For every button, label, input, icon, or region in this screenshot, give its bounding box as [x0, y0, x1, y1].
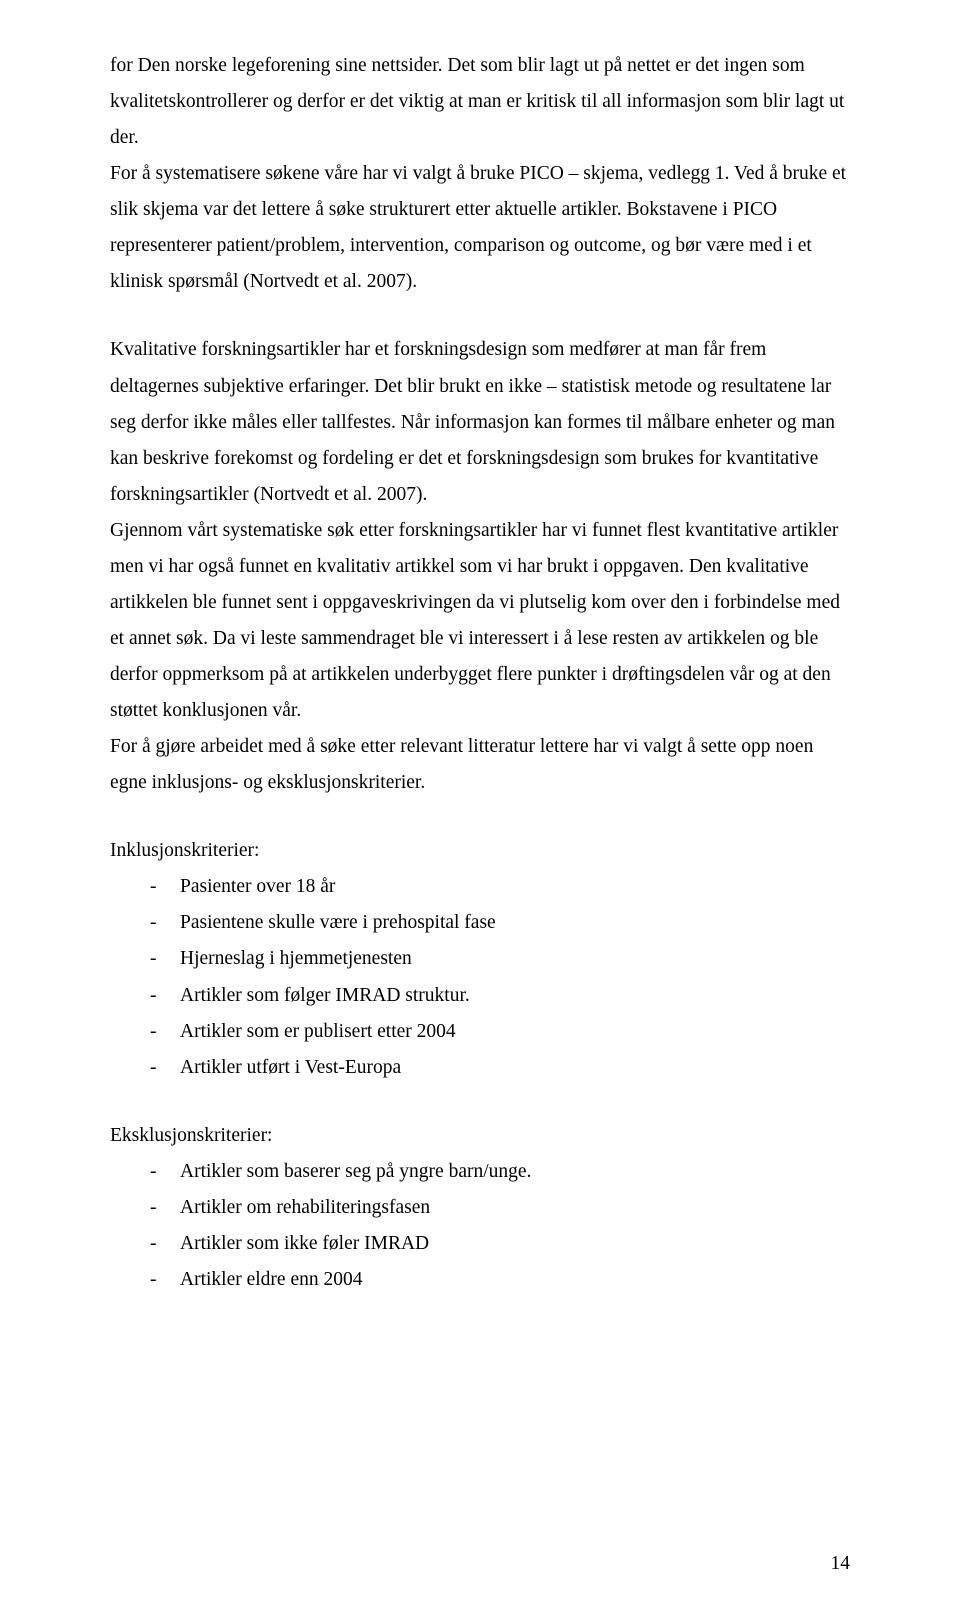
bullet-icon: - [150, 1014, 180, 1050]
inklusjon-heading: Inklusjonskriterier: [110, 833, 850, 869]
list-item-text: Hjerneslag i hjemmetjenesten [180, 941, 412, 977]
eksklusjon-heading: Eksklusjonskriterier: [110, 1118, 850, 1154]
inklusjon-list: - Pasienter over 18 år - Pasientene skul… [110, 869, 850, 1085]
list-item: - Artikler eldre enn 2004 [110, 1262, 850, 1298]
bullet-icon: - [150, 905, 180, 941]
paragraph-5: For å gjøre arbeidet med å søke etter re… [110, 729, 850, 801]
list-item: - Hjerneslag i hjemmetjenesten [110, 941, 850, 977]
list-item-text: Artikler som baserer seg på yngre barn/u… [180, 1154, 531, 1190]
list-item-text: Artikler som ikke føler IMRAD [180, 1226, 429, 1262]
page-number: 14 [831, 1553, 851, 1575]
paragraph-gap [110, 801, 850, 833]
list-item-text: Pasienter over 18 år [180, 869, 335, 905]
bullet-icon: - [150, 869, 180, 905]
bullet-icon: - [150, 1190, 180, 1226]
list-item: - Artikler som er publisert etter 2004 [110, 1014, 850, 1050]
bullet-icon: - [150, 1154, 180, 1190]
list-item-text: Artikler om rehabiliteringsfasen [180, 1190, 430, 1226]
list-item: - Pasientene skulle være i prehospital f… [110, 905, 850, 941]
list-item: - Pasienter over 18 år [110, 869, 850, 905]
bullet-icon: - [150, 941, 180, 977]
paragraph-1: for Den norske legeforening sine nettsid… [110, 48, 850, 156]
eksklusjon-list: - Artikler som baserer seg på yngre barn… [110, 1154, 850, 1298]
bullet-icon: - [150, 1226, 180, 1262]
paragraph-3: Kvalitative forskningsartikler har et fo… [110, 332, 850, 512]
list-item-text: Pasientene skulle være i prehospital fas… [180, 905, 496, 941]
list-item: - Artikler om rehabiliteringsfasen [110, 1190, 850, 1226]
list-item-text: Artikler utført i Vest-Europa [180, 1050, 401, 1086]
bullet-icon: - [150, 1050, 180, 1086]
bullet-icon: - [150, 1262, 180, 1298]
list-item-text: Artikler eldre enn 2004 [180, 1262, 362, 1298]
list-item: - Artikler som følger IMRAD struktur. [110, 978, 850, 1014]
document-page: for Den norske legeforening sine nettsid… [0, 0, 960, 1597]
list-item: - Artikler utført i Vest-Europa [110, 1050, 850, 1086]
paragraph-2: For å systematisere søkene våre har vi v… [110, 156, 850, 300]
list-item: - Artikler som baserer seg på yngre barn… [110, 1154, 850, 1190]
paragraph-gap [110, 300, 850, 332]
paragraph-gap [110, 1086, 850, 1118]
list-item-text: Artikler som følger IMRAD struktur. [180, 978, 470, 1014]
list-item-text: Artikler som er publisert etter 2004 [180, 1014, 456, 1050]
list-item: - Artikler som ikke føler IMRAD [110, 1226, 850, 1262]
bullet-icon: - [150, 978, 180, 1014]
paragraph-4: Gjennom vårt systematiske søk etter fors… [110, 513, 850, 729]
